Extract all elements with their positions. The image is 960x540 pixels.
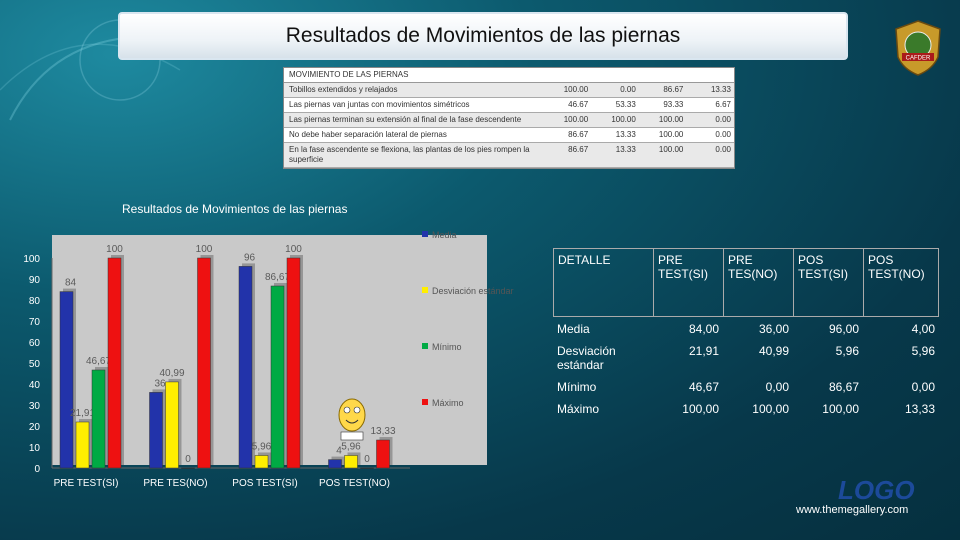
- summary-row-value: 46.67: [543, 98, 592, 112]
- brand-logo: LOGO: [838, 475, 915, 505]
- detail-row-label: Desviación estándar: [557, 344, 616, 372]
- summary-row-value: 13.33: [591, 128, 639, 142]
- detail-header-cell: PRE TEST(SI): [653, 248, 723, 316]
- detail-row-label: Media: [557, 322, 590, 336]
- detail-table: DETALLE PRE TEST(SI) PRE TES(NO) POS TES…: [553, 248, 939, 418]
- summary-row-value: 6.67: [686, 98, 734, 112]
- detail-row-value: 46,67: [688, 380, 719, 394]
- summary-row-value: 0.00: [686, 113, 734, 127]
- summary-table-row: En la fase ascendente se flexiona, las p…: [284, 143, 734, 168]
- detail-row-value: 86,67: [828, 380, 859, 394]
- summary-row-label: En la fase ascendente se flexiona, las p…: [284, 143, 544, 167]
- summary-row-value: 100.00: [591, 113, 639, 127]
- detail-table-header-row: DETALLE PRE TEST(SI) PRE TES(NO) POS TES…: [553, 248, 939, 317]
- detail-row-value: 5,96: [835, 344, 859, 358]
- detail-row-value: 21,91: [688, 344, 719, 358]
- chart-title: Resultados de Movimientos de las piernas: [122, 202, 348, 216]
- summary-row-value: 86.67: [638, 83, 687, 97]
- summary-row-value: 100.00: [638, 128, 687, 142]
- summary-table-row: No debe haber separación lateral de pier…: [284, 128, 734, 143]
- emblem-text: CAFDER: [906, 56, 931, 62]
- summary-row-value: 0.00: [591, 83, 639, 97]
- summary-row-value: 86.67: [543, 143, 592, 167]
- summary-row-value: 100.00: [638, 113, 687, 127]
- summary-row-value: 93.33: [638, 98, 687, 112]
- detail-table-row: Media 84,00 36,00 96,00 4,00: [553, 320, 939, 338]
- summary-table: MOVIMIENTO DE LAS PIERNAS Tobillos exten…: [283, 67, 735, 169]
- emblem-logo: CAFDER: [895, 20, 941, 76]
- detail-row-label: Máximo: [557, 402, 600, 416]
- chart-plot-area: [52, 235, 487, 465]
- summary-table-row: Las piernas terminan su extensión al fin…: [284, 113, 734, 128]
- website-url: www.themegallery.com: [796, 504, 909, 516]
- detail-row-value: 100,00: [682, 402, 719, 416]
- detail-header-cell: POS TEST(NO): [863, 248, 939, 316]
- summary-row-value: 13.33: [591, 143, 639, 167]
- summary-row-value: 0.00: [686, 143, 734, 167]
- detail-row-value: 100,00: [822, 402, 859, 416]
- detail-row-value: 4,00: [911, 322, 935, 336]
- summary-row-value: 13.33: [686, 83, 734, 97]
- summary-row-label: Las piernas terminan su extensión al fin…: [284, 113, 544, 127]
- detail-row-value: 0,00: [765, 380, 789, 394]
- summary-row-value: 86.67: [543, 128, 592, 142]
- summary-row-value: 0.00: [686, 128, 734, 142]
- detail-row-value: 40,99: [758, 344, 789, 358]
- detail-row-value: 0,00: [911, 380, 935, 394]
- summary-row-label: Tobillos extendidos y relajados: [284, 83, 544, 97]
- detail-row-value: 5,96: [911, 344, 935, 358]
- detail-table-row: Máximo 100,00 100,00 100,00 13,33: [553, 400, 939, 418]
- slide-title-box: Resultados de Movimientos de las piernas: [118, 12, 848, 60]
- detail-row-label: Mínimo: [557, 380, 597, 394]
- detail-table-row: Desviación estándar 21,91 40,99 5,96 5,96: [553, 342, 939, 374]
- detail-header-cell: POS TEST(SI): [793, 248, 863, 316]
- summary-row-label: No debe haber separación lateral de pier…: [284, 128, 544, 142]
- detail-row-value: 13,33: [904, 402, 935, 416]
- detail-row-value: 84,00: [688, 322, 719, 336]
- detail-row-value: 96,00: [828, 322, 859, 336]
- summary-table-row: Tobillos extendidos y relajados 100.00 0.0…: [284, 83, 734, 98]
- summary-row-value: 100.00: [543, 83, 592, 97]
- summary-row-value: 53.33: [591, 98, 639, 112]
- detail-header-cell: DETALLE: [553, 248, 653, 316]
- summary-row-value: 100.00: [638, 143, 687, 167]
- summary-row-value: 100.00: [543, 113, 592, 127]
- detail-row-value: 36,00: [758, 322, 789, 336]
- detail-row-value: 100,00: [752, 402, 789, 416]
- summary-table-row: Las piernas van juntas con movimientos s…: [284, 98, 734, 113]
- summary-row-label: Las piernas van juntas con movimientos s…: [284, 98, 544, 112]
- detail-table-row: Mínimo 46,67 0,00 86,67 0,00: [553, 378, 939, 396]
- slide-title: Resultados de Movimientos de las piernas: [285, 24, 681, 47]
- detail-header-cell: PRE TES(NO): [723, 248, 793, 316]
- summary-table-header: MOVIMIENTO DE LAS PIERNAS: [284, 68, 734, 83]
